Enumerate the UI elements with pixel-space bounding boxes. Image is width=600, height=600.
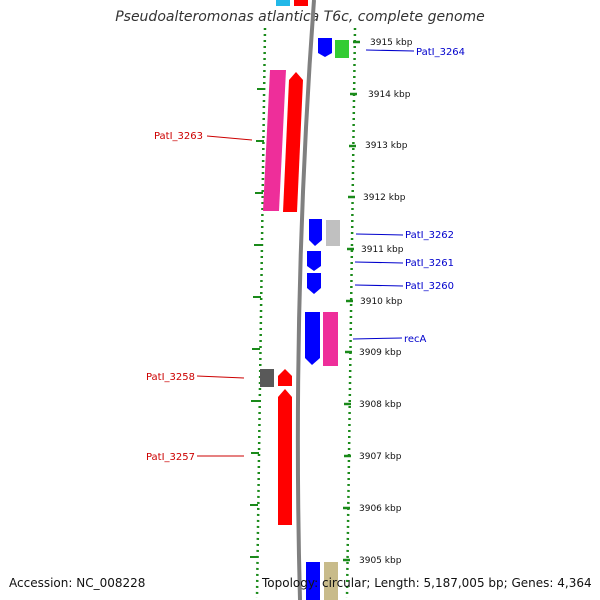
inner-dotted-ring xyxy=(255,27,267,599)
feature-top-red xyxy=(294,0,308,6)
gene-feature-dark-gray xyxy=(260,369,274,387)
feature-top-cyan xyxy=(276,0,290,6)
gene-label-reca: recA xyxy=(404,334,427,345)
topology-text: Topology: circular; Length: 5,187,005 bp… xyxy=(262,576,592,590)
ruler-tick-label: 3911 kbp xyxy=(361,245,404,255)
gene-feature-red-reverse xyxy=(283,72,303,212)
ruler-tick-label: 3912 kbp xyxy=(363,193,406,203)
leader-line-pati-3261 xyxy=(354,261,404,264)
ruler-tick-label: 3906 kbp xyxy=(359,504,402,514)
ruler-tick-label: 3905 kbp xyxy=(359,556,402,566)
gene-feature-pink-outer xyxy=(323,312,338,366)
ruler-tick-label: 3908 kbp xyxy=(359,400,402,410)
gene-feature-pati-3261 xyxy=(307,251,321,271)
map-title: Pseudoalteromonas atlantica T6c, complet… xyxy=(115,9,485,25)
accession-text: Accession: NC_008228 xyxy=(9,576,146,590)
gene-feature-pati-3257 xyxy=(278,389,292,525)
ruler-tick-label: 3907 kbp xyxy=(359,452,402,462)
gene-feature-pati-3263 xyxy=(263,70,286,211)
gene-feature-pati-3258 xyxy=(278,369,292,386)
gene-label-pati-3262: PatI_3262 xyxy=(405,230,454,241)
leader-line-pati-3260 xyxy=(354,284,404,287)
gene-label-pati-3261: PatI_3261 xyxy=(405,258,454,269)
ruler-tick-label: 3913 kbp xyxy=(365,141,408,151)
leader-line-pati-3264 xyxy=(365,49,415,52)
leader-line-pati-3263 xyxy=(206,135,253,141)
gene-label-pati-3263: PatI_3263 xyxy=(154,131,203,142)
gene-feature-gray xyxy=(326,220,340,246)
gene-feature-pati-3262 xyxy=(309,219,322,246)
gene-label-pati-3260: PatI_3260 xyxy=(405,281,454,292)
gene-label-pati-3264: PatI_3264 xyxy=(416,47,465,58)
inner-major-ticks xyxy=(250,88,265,558)
leader-line-pati-3262 xyxy=(355,233,404,236)
ruler-tick-label: 3910 kbp xyxy=(360,297,403,307)
gene-feature-reca xyxy=(305,312,320,365)
backbone-arc xyxy=(295,0,316,600)
gene-label-pati-3258: PatI_3258 xyxy=(146,372,195,383)
outer-major-ticks xyxy=(343,40,360,562)
gene-feature-bottom-blue xyxy=(306,562,320,600)
leader-line-reca xyxy=(352,337,403,340)
gene-feature-green xyxy=(335,40,349,58)
gene-feature-pati-3260 xyxy=(307,273,321,294)
ruler-tick-label: 3915 kbp xyxy=(370,38,413,48)
gene-feature-pati-3264 xyxy=(318,38,332,57)
ruler-tick-label: 3914 kbp xyxy=(368,90,411,100)
outer-dotted-ring xyxy=(345,27,357,599)
gene-feature-bottom-tan xyxy=(324,562,338,600)
gene-label-pati-3257: PatI_3257 xyxy=(146,452,195,463)
ruler-tick-label: 3909 kbp xyxy=(359,348,402,358)
leader-line-pati-3258 xyxy=(196,375,245,379)
